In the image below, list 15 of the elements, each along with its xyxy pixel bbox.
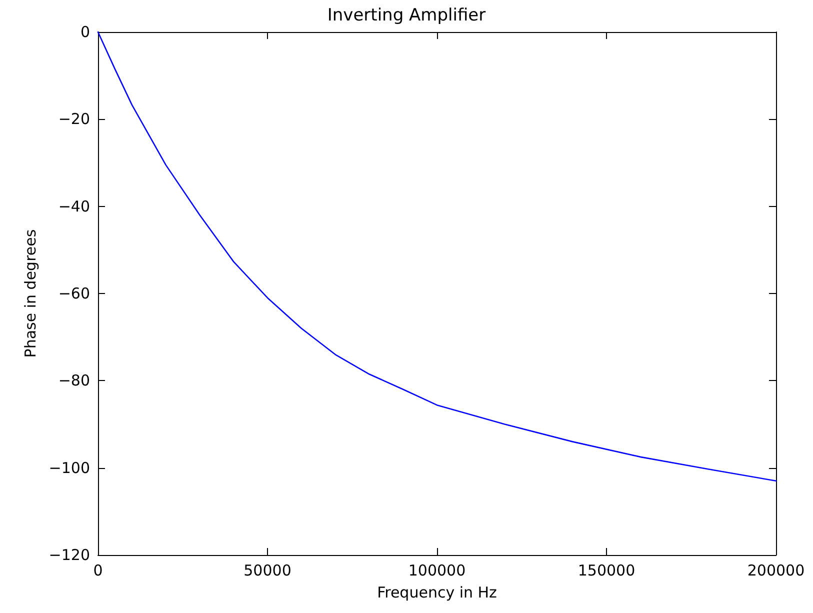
y-tick-label: −100 [48, 458, 90, 477]
x-tick-label: 100000 [408, 562, 466, 580]
y-tick-label: −60 [58, 284, 90, 302]
x-tick-label: 150000 [578, 562, 636, 580]
y-tick-label: 0 [80, 23, 90, 41]
x-tick-label: 0 [93, 562, 103, 580]
x-axis-title: Frequency in Hz [377, 584, 498, 602]
y-tick-label: −80 [58, 372, 90, 390]
y-tick-label: −40 [58, 197, 90, 216]
x-tick-label: 50000 [244, 562, 292, 580]
chart-title: Inverting Amplifier [327, 6, 486, 26]
y-axis-title: Phase in degrees [21, 229, 40, 358]
y-tick-label: −20 [58, 110, 90, 128]
x-tick-label: 200000 [747, 562, 805, 580]
y-tick-label: −120 [48, 546, 90, 564]
